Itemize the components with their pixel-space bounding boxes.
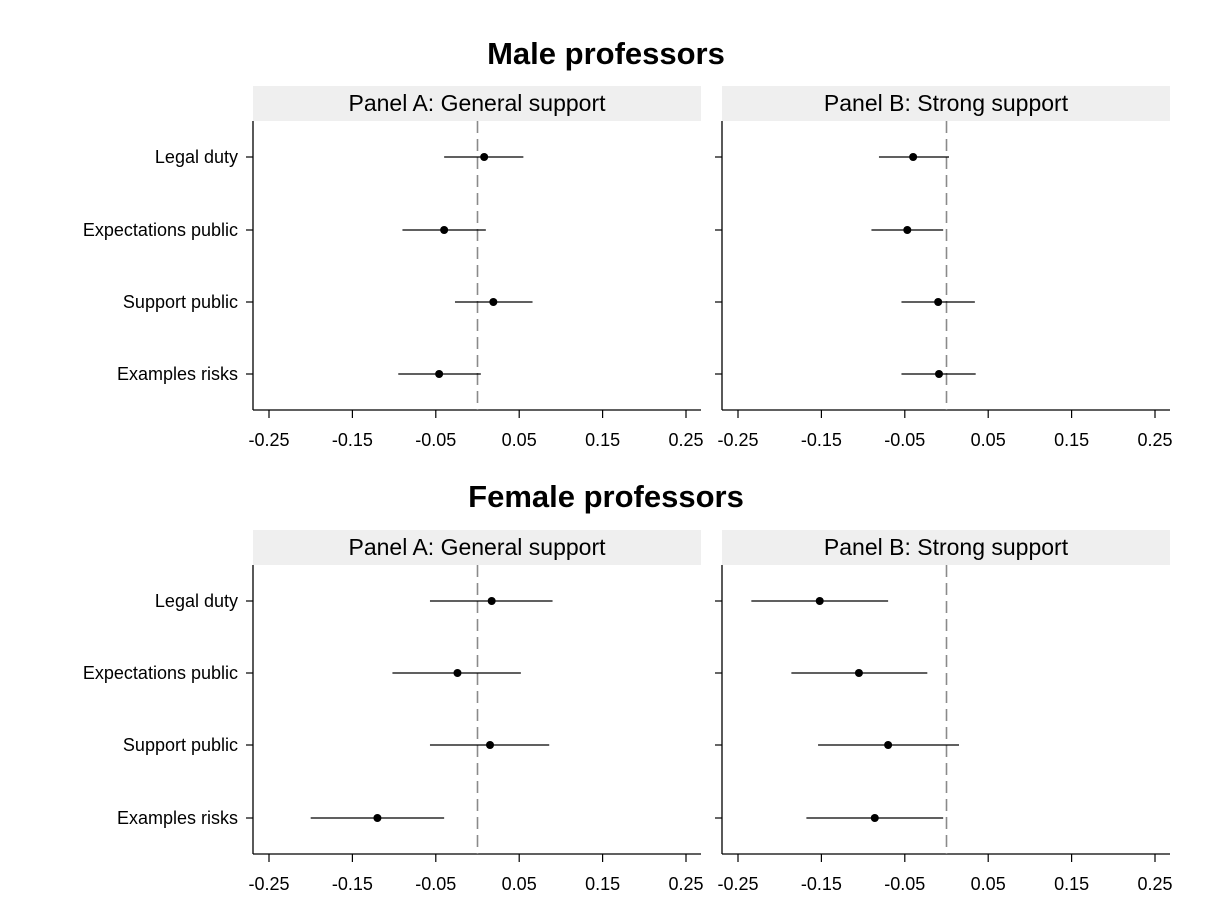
point-estimate <box>480 153 489 161</box>
panel-label: Panel A: General support <box>349 534 607 560</box>
x-tick-label: -0.15 <box>801 430 842 450</box>
point-estimate <box>486 741 495 749</box>
point-estimate <box>489 298 498 306</box>
point-estimate <box>934 298 943 306</box>
point-estimate <box>453 669 462 677</box>
point-estimate <box>440 226 449 234</box>
x-tick-label: 0.15 <box>1054 874 1089 894</box>
x-tick-label: -0.25 <box>717 874 758 894</box>
x-tick-label: -0.25 <box>248 430 289 450</box>
x-tick-label: 0.15 <box>585 874 620 894</box>
point-estimate <box>870 814 879 822</box>
x-tick-label: 0.25 <box>668 430 703 450</box>
panel-strip <box>253 530 701 565</box>
panel-label: Panel A: General support <box>349 90 607 116</box>
x-tick-label: -0.15 <box>332 874 373 894</box>
x-tick-label: -0.05 <box>884 874 925 894</box>
x-tick-label: 0.15 <box>1054 430 1089 450</box>
point-estimate <box>487 597 496 605</box>
point-estimate <box>435 370 444 378</box>
point-estimate <box>854 669 863 677</box>
x-tick-label: -0.05 <box>415 874 456 894</box>
point-estimate <box>373 814 382 822</box>
panel-label: Panel B: Strong support <box>824 90 1069 116</box>
panel-strip <box>722 530 1170 565</box>
x-tick-label: 0.05 <box>971 874 1006 894</box>
panel-strip <box>253 86 701 121</box>
chart-title: Female professors <box>468 479 744 514</box>
point-estimate <box>903 226 912 234</box>
x-tick-label: 0.25 <box>1137 430 1172 450</box>
x-tick-label: 0.25 <box>1137 874 1172 894</box>
category-label: Support public <box>123 292 238 312</box>
point-estimate <box>884 741 893 749</box>
x-tick-label: 0.25 <box>668 874 703 894</box>
panel-strip <box>722 86 1170 121</box>
point-estimate <box>815 597 824 605</box>
category-label: Expectations public <box>83 220 238 240</box>
category-label: Support public <box>123 735 238 755</box>
x-tick-label: -0.05 <box>415 430 456 450</box>
category-label: Legal duty <box>155 147 238 167</box>
x-tick-label: -0.25 <box>248 874 289 894</box>
x-tick-label: 0.05 <box>502 874 537 894</box>
point-estimate <box>909 153 918 161</box>
x-tick-label: -0.05 <box>884 430 925 450</box>
point-estimate <box>934 370 943 378</box>
x-tick-label: 0.15 <box>585 430 620 450</box>
x-tick-label: 0.05 <box>971 430 1006 450</box>
x-tick-label: -0.25 <box>717 430 758 450</box>
x-tick-label: -0.15 <box>801 874 842 894</box>
x-tick-label: -0.15 <box>332 430 373 450</box>
category-label: Examples risks <box>117 364 238 384</box>
category-label: Examples risks <box>117 808 238 828</box>
panel-label: Panel B: Strong support <box>824 534 1069 560</box>
x-tick-label: 0.05 <box>502 430 537 450</box>
category-label: Expectations public <box>83 663 238 683</box>
chart-title: Male professors <box>487 36 725 71</box>
category-label: Legal duty <box>155 591 238 611</box>
